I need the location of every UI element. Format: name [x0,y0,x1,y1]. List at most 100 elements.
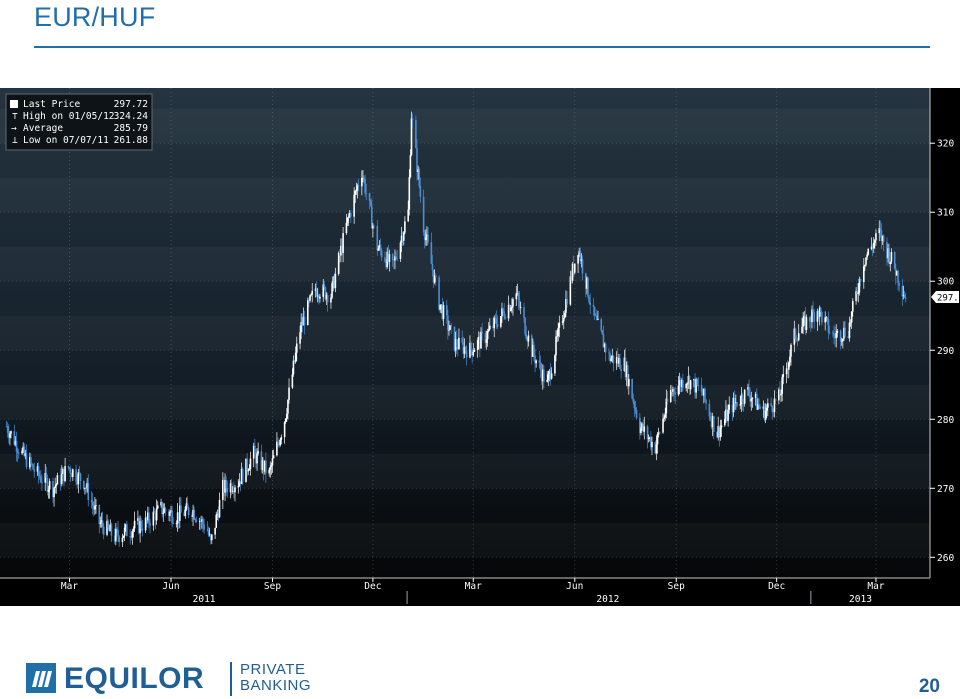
candle-body [557,327,560,336]
candle-body [423,232,426,241]
candle-body [716,432,718,438]
candle-body [527,335,530,342]
candle-body [185,503,188,510]
last-price-tag-text: 297.7 [937,294,960,304]
candle-body [319,296,321,299]
candle-body [555,336,557,356]
candle-body [843,327,845,339]
candle-body [732,397,735,413]
candle-body [179,505,181,521]
candle-body [712,416,715,433]
candle-body [333,276,336,288]
candle-body [726,409,728,421]
candle-body [16,451,19,453]
candle-body [68,467,71,469]
candle-body [533,344,535,356]
candle-body [779,389,781,396]
candle-body [38,475,41,478]
candle-body [642,423,644,432]
candle-body [284,418,287,423]
candle-body [203,524,205,530]
candle-body [579,251,582,262]
high-marker-icon: ⊤ [12,111,18,122]
x-tick-label: Sep [668,581,685,592]
candle-body [67,466,70,468]
candle-body [624,357,627,378]
candle-body [23,446,26,456]
candle-body [708,403,711,417]
candle-body [632,398,635,402]
candle-body [863,266,865,282]
candle-body [750,398,753,402]
candle-body [803,315,806,319]
candle-body [13,431,16,445]
candle-body [438,277,440,310]
candle-body [271,458,274,466]
candle-body [801,326,803,334]
candle-body [541,369,544,382]
candle-body [310,294,312,296]
candle-body [455,339,458,348]
candle-body [782,374,785,378]
candle-body [330,297,332,303]
candle-body [107,520,109,528]
candle-body [363,177,365,180]
candle-body [59,475,62,485]
page-number: 20 [918,676,940,697]
candle-body [85,487,87,489]
logo-separator [230,662,232,696]
candle-body [117,529,119,537]
candle-body [453,326,456,351]
candle-body [656,433,659,445]
candle-body [477,336,480,341]
candle-body [86,482,88,489]
candle-body [46,477,49,492]
candle-body [601,330,604,335]
candle-body [600,319,603,331]
candle-body [701,391,704,396]
candle-body [342,233,344,253]
candle-body [549,370,552,379]
candle-body [229,483,232,493]
candle-body [492,325,494,329]
candle-body [265,460,267,474]
candle-body [719,427,722,438]
candle-body [470,342,472,350]
candle-body [306,300,309,325]
candle-body [450,325,453,327]
candle-body [739,404,742,406]
x-tick-label: Mar [867,581,884,592]
candle-body [469,342,471,358]
candle-body [669,389,672,402]
candle-body [391,254,394,260]
candle-body [44,472,47,483]
slide-title: EUR/HUF [34,2,156,32]
candle-body [25,453,28,468]
candle-body [751,397,754,399]
candle-body [662,418,664,433]
candle-body [625,365,628,378]
candle-body [240,468,243,485]
candle-body [113,535,116,542]
candle-body [794,328,797,340]
plot-band [0,247,930,282]
candle-body [818,307,821,317]
candle-body [725,409,727,420]
candle-body [548,370,551,375]
candle-body [155,508,158,521]
candle-body [440,304,443,306]
candle-body [664,413,667,418]
candle-body [171,510,173,523]
candle-body [248,468,251,471]
candle-body [206,529,209,531]
candle-body [442,305,445,319]
candle-body [457,347,459,350]
candle-body [399,242,402,259]
candle-body [448,329,450,331]
x-year-label: 2011 [193,594,216,605]
candle-body [693,379,695,381]
candle-body [479,336,481,349]
plot-band [0,454,930,489]
candle-body [623,357,626,372]
candle-body [309,295,311,301]
